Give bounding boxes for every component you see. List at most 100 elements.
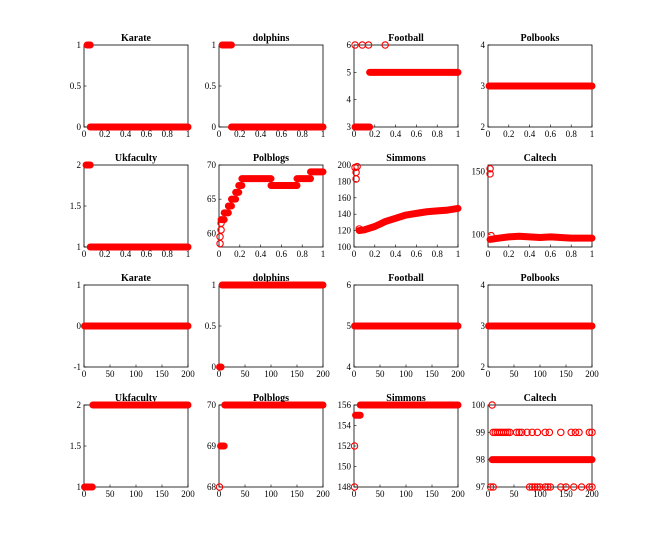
plot-frame [83,164,189,248]
y-tick-label: 152 [338,441,352,451]
x-tick-label: 0.4 [524,249,536,259]
y-tick-label: 4 [481,280,486,290]
y-tick-label: 6 [347,40,352,50]
subplot-2: dolphins 0 0.2 0.4 0.6 0.8 1 0 0.5 1 [205,33,327,139]
x-tick-label: 0 [82,489,87,499]
y-tick-label: 2 [77,160,82,170]
x-tick-label: 0.8 [566,249,578,259]
x-tick-label: 1 [186,129,191,139]
x-tick-label: 0.8 [432,129,444,139]
subplot-14: Polblogs 0 50 100 150 200 68 69 70 [207,393,330,499]
plot-frame [487,164,593,248]
plot-frame [218,284,324,368]
data-point [557,428,565,437]
x-tick-label: 0.4 [390,129,402,139]
x-tick-label: 0.6 [141,129,153,139]
x-tick-label: 200 [451,489,465,499]
data-point [531,483,539,491]
y-tick-label: 1 [77,280,82,290]
data-point [350,483,359,491]
subplot-title: Football [388,273,424,284]
x-tick-label: 200 [585,489,599,499]
x-tick-label: 0 [82,129,87,139]
y-tick-label: 0 [212,362,217,372]
subplot-11: Football 0 50 100 150 200 4 5 6 [347,273,466,379]
x-tick-label: 100 [264,369,278,379]
data-point [571,428,580,437]
data-point [381,41,389,49]
x-tick-label: 0 [352,249,357,259]
x-tick-label: 0 [82,249,87,259]
x-tick-label: 200 [316,489,330,499]
x-tick-label: 0.8 [162,129,174,139]
subplot-10: dolphins 0 50 100 150 200 0 0.5 1 [205,273,331,379]
x-tick-label: 50 [510,369,520,379]
subplot-6: Polblogs 0 0.2 0.4 0.6 0.8 1 60 65 70 [207,153,327,259]
x-tick-label: 0.4 [120,249,132,259]
y-tick-label: 3 [481,321,486,331]
data-point [541,428,549,437]
x-tick-label: 150 [559,369,573,379]
x-tick-label: 0.8 [297,249,309,259]
data-point [585,428,594,437]
x-tick-label: 50 [106,489,116,499]
x-tick-label: 0 [352,369,357,379]
y-tick-label: 160 [338,193,352,203]
y-tick-label: 97 [476,482,486,492]
plot-frame [218,44,324,128]
y-tick-label: 4 [347,95,352,105]
subplot-title: Caltech [524,393,557,404]
y-tick-label: 100 [472,400,486,410]
subplot-title: Football [388,33,424,44]
data-point [541,483,549,491]
y-tick-label: 0.5 [205,81,217,91]
data-point [215,483,224,491]
x-tick-label: 0 [217,129,222,139]
x-tick-label: 0.2 [234,249,245,259]
y-tick-label: 6 [347,280,352,290]
x-tick-label: 0.2 [99,129,110,139]
data-point [488,401,496,409]
x-tick-label: 1 [456,249,461,259]
plot-frame [83,404,189,488]
x-tick-label: 150 [155,489,169,499]
y-tick-label: 4 [347,362,352,372]
y-tick-label: 0 [77,122,82,132]
y-tick-label: 1 [77,242,82,252]
subplot-title: Polbooks [521,273,560,284]
subplot-15: Simmons 0 50 100 150 200 148 150 152 154 156 [338,393,466,499]
y-tick-label: 0 [77,321,82,331]
x-tick-label: 100 [264,489,278,499]
data-point [528,428,536,437]
data-point-run [355,204,462,235]
data-point [533,428,542,437]
subplot-title: Karate [121,33,152,44]
subplot-title: dolphins [253,273,290,284]
y-tick-label: 69 [207,441,217,451]
x-tick-label: 200 [585,369,599,379]
x-tick-label: 0.2 [369,129,380,139]
data-point [544,483,552,491]
x-tick-label: 0.6 [411,249,423,259]
plot-frame [353,164,459,248]
subplot-16: Caltech 0 50 100 150 200 97 98 99 100 [472,393,600,499]
y-tick-label: 60 [207,228,217,238]
x-tick-label: 0 [486,249,491,259]
data-point [528,483,536,491]
x-tick-label: 0.6 [545,249,557,259]
subplot-title: Ukfaculty [115,153,157,164]
x-tick-label: 50 [106,369,116,379]
y-tick-label: 200 [338,160,352,170]
x-tick-label: 1 [590,129,595,139]
y-tick-label: 2 [77,400,82,410]
x-tick-label: 50 [510,489,520,499]
data-point [351,41,359,49]
data-point [512,428,521,437]
y-tick-label: 1.5 [70,201,82,211]
data-point [577,483,586,491]
y-tick-label: 1.5 [70,441,82,451]
x-tick-label: 50 [376,369,386,379]
x-tick-label: 100 [399,489,413,499]
x-tick-label: 0 [486,369,491,379]
